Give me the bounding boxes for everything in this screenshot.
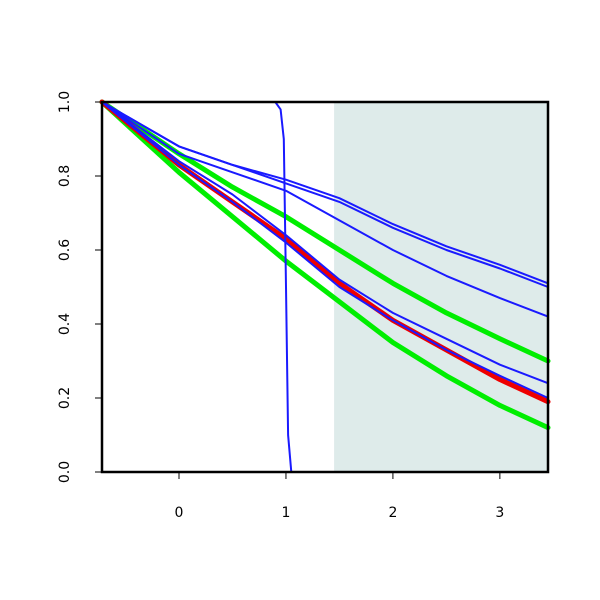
y-tick-label: 0.0: [57, 461, 73, 483]
axes-layer: 0 1 2 3 0.0 0.2 0.4 0.6 0.8 1.0: [57, 91, 504, 521]
y-tick-label: 0.8: [57, 165, 73, 187]
y-tick-label: 0.2: [57, 387, 73, 409]
y-tick-label: 1.0: [57, 91, 73, 113]
y-tick-label: 0.6: [57, 239, 73, 261]
x-tick-label: 3: [495, 505, 504, 521]
series-line-4: [101, 101, 549, 385]
x-tick-label: 2: [388, 505, 397, 521]
series-line-7: [99, 99, 551, 431]
series-line-6: [99, 99, 551, 364]
series-line-5: [101, 101, 549, 399]
shaded-region: [334, 102, 548, 472]
series-line-3: [101, 101, 549, 318]
y-tick-label: 0.4: [57, 313, 73, 335]
x-tick-label: 1: [282, 505, 291, 521]
plot-frame: [100, 100, 550, 474]
series-line-2: [101, 101, 549, 288]
x-tick-label: 0: [175, 505, 184, 521]
